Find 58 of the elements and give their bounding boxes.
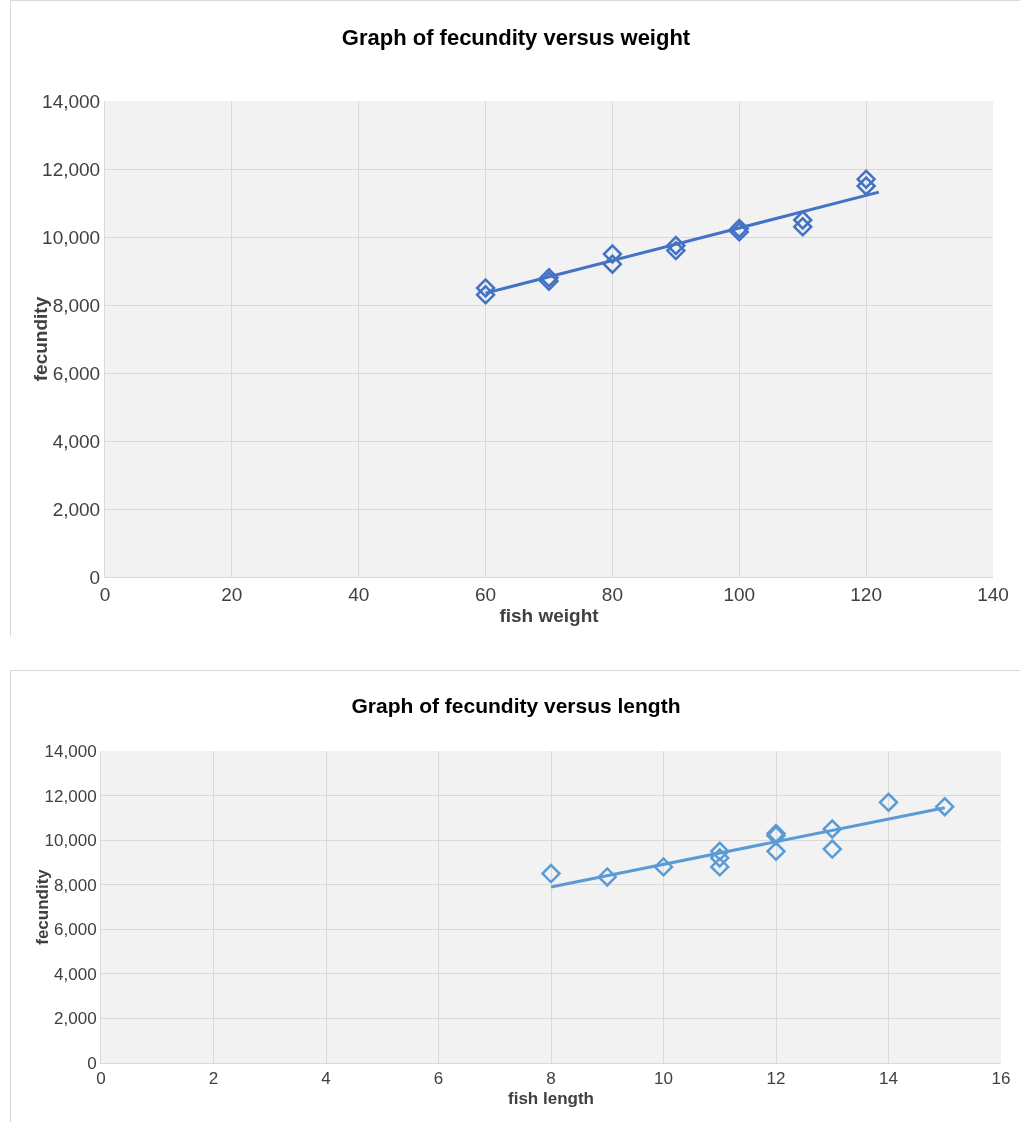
y-tick-label: 8,000: [54, 875, 97, 895]
x-tick-label: 14: [879, 1069, 898, 1089]
y-tick-label: 2,000: [54, 1009, 97, 1029]
y-tick-label: 14,000: [42, 90, 101, 112]
point: [878, 792, 899, 812]
chart-title: Graph of fecundity versus length: [351, 693, 681, 717]
point: [766, 841, 786, 861]
point: [856, 169, 876, 189]
x-tick-label: 2: [208, 1069, 219, 1089]
y-tick-label: 6,000: [52, 362, 101, 384]
y-tick-label: 4,000: [52, 430, 101, 452]
x-tick-label: 120: [850, 583, 882, 605]
point: [475, 278, 496, 298]
x-tick-label: 60: [475, 583, 497, 605]
point: [793, 217, 813, 237]
point: [602, 244, 623, 264]
y-axis-title: fecundity: [29, 296, 51, 382]
point: [602, 254, 623, 274]
x-tick-label: 8: [546, 1069, 556, 1089]
point: [666, 240, 686, 261]
x-tick-label: 16: [991, 1069, 1011, 1089]
x-tick-label: 20: [221, 583, 243, 605]
point: [935, 797, 955, 817]
y-tick-label: 12,000: [42, 158, 101, 180]
point: [653, 857, 674, 877]
y-tick-label: 12,000: [44, 786, 97, 806]
x-tick-label: 40: [348, 583, 370, 605]
y-tick-label: 10,000: [44, 831, 97, 851]
point: [597, 867, 617, 887]
x-tick-label: 12: [766, 1069, 786, 1089]
y-tick-label: 10,000: [42, 226, 101, 248]
y-tick-label: 14,000: [44, 741, 97, 761]
y-tick-label: 0: [89, 566, 101, 588]
x-axis-title: fish length: [508, 1088, 594, 1108]
x-tick-label: 100: [723, 583, 756, 605]
y-tick-label: 2,000: [52, 498, 101, 520]
point: [475, 285, 496, 305]
y-tick-label: 0: [87, 1053, 97, 1073]
y-tick-label: 8,000: [52, 294, 101, 316]
point: [822, 839, 842, 859]
point: [666, 235, 686, 256]
x-tick-label: 10: [654, 1069, 673, 1089]
point: [822, 819, 842, 839]
point: [856, 176, 876, 196]
x-axis-title: fish weight: [499, 604, 600, 626]
x-tick-label: 140: [977, 583, 1009, 605]
point: [793, 210, 813, 230]
y-tick-label: 4,000: [54, 964, 97, 984]
point: [541, 863, 561, 884]
y-axis-title: fecundity: [33, 868, 53, 945]
x-tick-label: 80: [601, 583, 623, 605]
y-tick-label: 6,000: [54, 920, 97, 940]
point: [710, 857, 730, 877]
x-tick-label: 6: [433, 1069, 444, 1089]
x-tick-label: 4: [321, 1069, 331, 1089]
point: [710, 841, 730, 861]
chart-title: Graph of fecundity versus weight: [341, 25, 691, 51]
point: [710, 848, 730, 868]
